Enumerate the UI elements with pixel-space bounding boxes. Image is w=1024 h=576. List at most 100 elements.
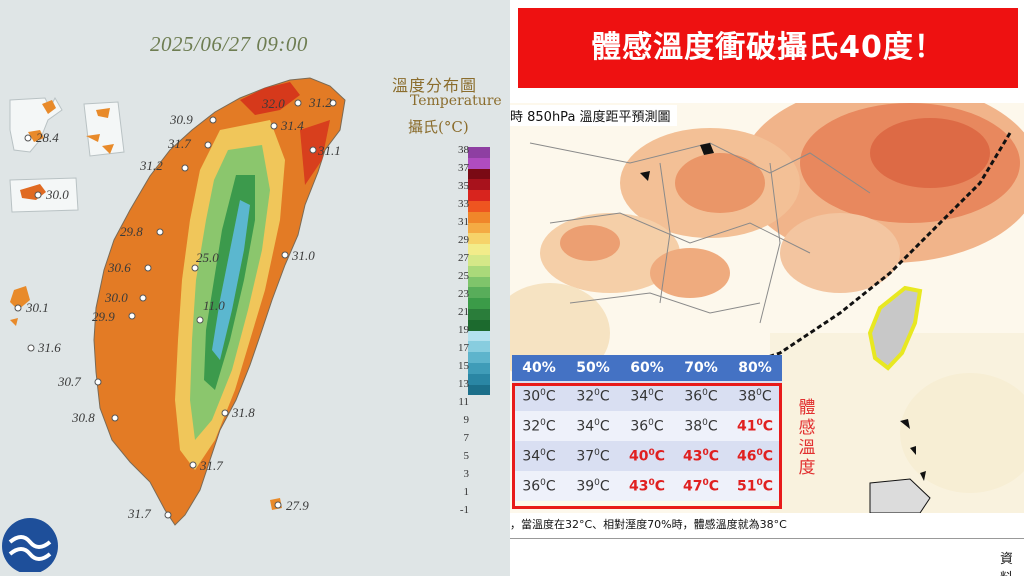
- cwa-logo-icon: [2, 518, 58, 572]
- mountain-zone-cold: [212, 200, 250, 360]
- apparent-temp-cell: 320C: [512, 411, 566, 441]
- scale-swatch: [468, 308, 490, 320]
- divider: [510, 538, 1024, 539]
- scale-swatch: [468, 341, 490, 353]
- scale-tick-label: -1: [459, 504, 469, 516]
- station-temp-lanyu: 27.9: [286, 498, 309, 513]
- taiwan-highlight: [867, 285, 923, 371]
- station-temp-hengchun: 31.7: [128, 506, 151, 521]
- scale-tick-label: 11: [458, 396, 469, 408]
- table-row: 360C 390C 430C 470C 510C: [512, 471, 782, 501]
- scale-swatch: [468, 168, 490, 180]
- humidity-header-row: 40% 50% 60% 70% 80%: [512, 355, 782, 381]
- station-temp-tamsui: 30.9: [170, 112, 193, 127]
- station-temp-sunmoonlake: 25.0: [196, 250, 219, 265]
- scale-tick-label: 7: [463, 432, 470, 444]
- station-temp-keelung-north: 32.0: [262, 96, 285, 111]
- heat-index-panel: 體感溫度衝破攝氏40度！ 時 850hPa 溫度距平預測圖: [510, 0, 1024, 576]
- legend-unit: 攝氏(°C): [408, 118, 469, 136]
- temperature-map-panel: 2025/06/27 09:00 28.4 30.0 30.9 32.0 31.2 31.…: [0, 0, 510, 576]
- scale-swatch: [468, 276, 490, 288]
- scale-tick-label: 35: [458, 180, 469, 192]
- scale-swatch: [468, 319, 490, 331]
- island: [96, 108, 110, 118]
- humidity-header: 80%: [728, 355, 782, 381]
- apparent-temp-cell: 430C: [620, 471, 674, 501]
- scale-swatch: [468, 352, 490, 363]
- headline-banner: 體感溫度衝破攝氏40度！: [518, 8, 1018, 88]
- scale-swatch: [468, 233, 490, 245]
- apparent-temp-cell: 510C: [728, 471, 782, 501]
- table-row: 300C 320C 340C 360C 380C: [512, 381, 782, 411]
- scale-swatch: [468, 362, 490, 374]
- scale-tick-label: 17: [458, 342, 469, 354]
- scale-swatch: [468, 384, 490, 396]
- penghu-islands: [10, 318, 18, 326]
- mazu-island: [42, 100, 56, 114]
- vertical-label-char: 溫: [798, 438, 816, 458]
- station-temp-chiayi: 29.9: [92, 309, 115, 324]
- apparent-temp-cell: 380C: [728, 381, 782, 411]
- scale-tick-label: 33: [458, 198, 469, 210]
- scale-swatch: [468, 298, 490, 309]
- scale-swatch: [468, 373, 490, 385]
- station-temp-penghu: 30.1: [26, 300, 49, 315]
- apparent-temp-cell: 360C: [512, 471, 566, 501]
- station-temp-taitung-north: 31.8: [232, 405, 255, 420]
- station-temp-yilan: 31.1: [318, 143, 341, 158]
- scale-swatch: [468, 179, 490, 191]
- legend-title-zh: 溫度分布圖: [392, 76, 478, 95]
- scale-tick-label: 19: [458, 324, 469, 336]
- scale-tick-label: 29: [458, 234, 469, 246]
- scale-tick-label: 21: [458, 306, 469, 318]
- scale-swatch: [468, 157, 490, 169]
- apparent-temp-cell: 460C: [728, 441, 782, 471]
- station-temp-mazu: 28.4: [36, 130, 59, 145]
- station-temp-yushan: 11.0: [203, 298, 225, 313]
- station-temp-kaohsiung: 30.8: [72, 410, 95, 425]
- apparent-temp-cell: 410C: [728, 411, 782, 441]
- station-temp-penghu-south: 31.6: [38, 340, 61, 355]
- map-datetime: 2025/06/27 09:00: [150, 32, 308, 56]
- table-row: 340C 370C 400C 430C 460C: [512, 441, 782, 471]
- mazu-inset-2: [83, 101, 125, 157]
- forecast-map-title: 時 850hPa 溫度距平預測圖: [510, 105, 677, 126]
- temperature-color-scale: [468, 147, 490, 396]
- scale-tick-label: 5: [463, 450, 470, 462]
- table-row: 320C 340C 360C 380C 410C: [512, 411, 782, 441]
- humidity-header: 60%: [620, 355, 674, 381]
- scale-tick-label: 37: [458, 162, 469, 174]
- scale-swatch: [468, 244, 490, 255]
- penghu-islands: [10, 286, 30, 310]
- station-temp-taitung: 31.7: [200, 458, 223, 473]
- island: [102, 144, 114, 154]
- apparent-temp-cell: 370C: [566, 441, 620, 471]
- vertical-label-char: 度: [798, 458, 816, 478]
- apparent-temp-cell: 380C: [674, 411, 728, 441]
- apparent-temp-cell: 320C: [566, 381, 620, 411]
- vertical-label-char: 體: [798, 398, 816, 418]
- scale-tick-label: 25: [458, 270, 469, 282]
- scale-tick-label: 3: [463, 468, 470, 480]
- station-temp-hualien: 31.0: [292, 248, 315, 263]
- station-temp-kinmen: 30.0: [46, 187, 69, 202]
- scale-tick-label: 31: [458, 216, 469, 228]
- scale-swatch: [468, 222, 490, 234]
- headline-text: 體感溫度衝破攝氏40度！: [591, 30, 945, 65]
- scale-tick-label: 38: [458, 144, 469, 156]
- apparent-temp-cell: 390C: [566, 471, 620, 501]
- mazu-island: [28, 130, 44, 142]
- scale-tick-label: 27: [458, 252, 469, 264]
- apparent-temp-cell: 430C: [674, 441, 728, 471]
- scale-tick-label: 1: [463, 486, 470, 498]
- scale-tick-label: 15: [458, 360, 469, 372]
- footnote: ，當溫度在32°C、相對溼度70%時，體感溫度就為38°C: [510, 518, 787, 531]
- scale-tick-label: 23: [458, 288, 469, 300]
- island: [86, 134, 100, 142]
- vertical-label-char: 感: [798, 418, 816, 438]
- station-temp-changhua: 30.6: [108, 260, 131, 275]
- apparent-temperature-label: 體感溫度: [797, 398, 817, 478]
- scale-swatch: [468, 265, 490, 277]
- source-label: 資料: [1000, 552, 1014, 576]
- kinmen-inset: [9, 177, 79, 213]
